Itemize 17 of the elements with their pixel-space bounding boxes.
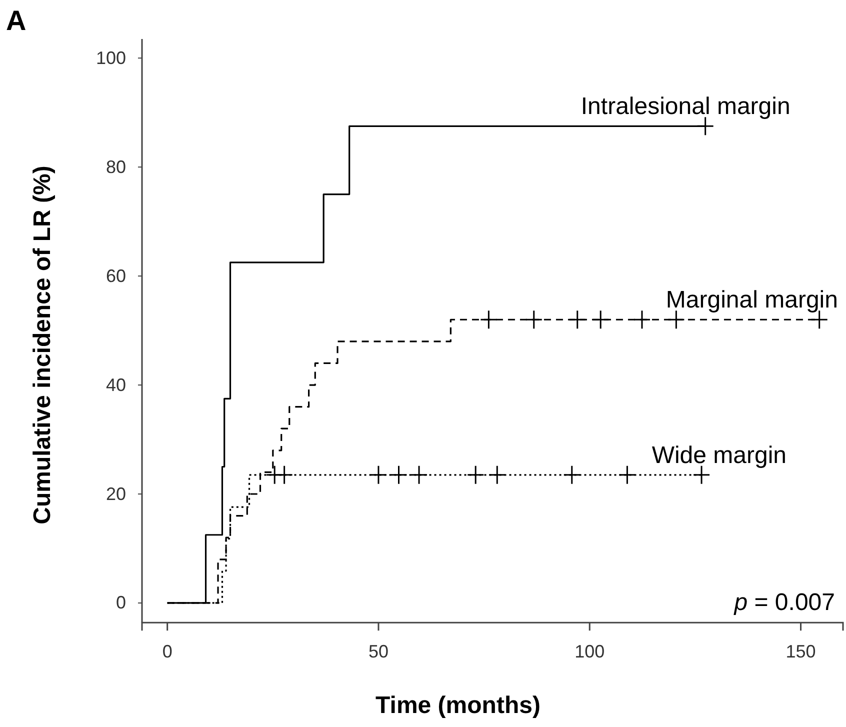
- x-tick-label: 150: [786, 641, 816, 662]
- x-tick-label: 100: [574, 641, 605, 662]
- y-tick-label: 60: [106, 266, 126, 286]
- y-tick-label: 0: [116, 592, 126, 613]
- y-tick-label: 80: [106, 156, 126, 177]
- y-tick-label: 40: [106, 374, 126, 395]
- x-axis-title: Time (months): [376, 692, 540, 719]
- y-axis-title: Cumulative incidence of LR (%): [29, 166, 56, 524]
- annotation: p = 0.007: [733, 589, 835, 616]
- chart-title: A: [6, 5, 26, 36]
- x-tick-label: 50: [368, 641, 388, 662]
- y-tick-label: 20: [106, 484, 126, 504]
- series-label: Intralesional margin: [580, 93, 790, 120]
- series-label: Marginal margin: [666, 286, 838, 314]
- x-tick-label: 0: [162, 641, 172, 662]
- series-label: Wide margin: [652, 442, 787, 469]
- y-tick-label: 100: [96, 48, 126, 68]
